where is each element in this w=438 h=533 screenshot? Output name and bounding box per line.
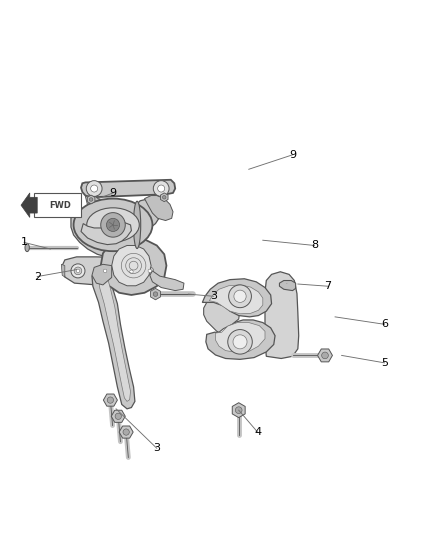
Ellipse shape	[87, 208, 139, 242]
Polygon shape	[111, 410, 125, 422]
Circle shape	[107, 397, 113, 403]
Circle shape	[86, 181, 102, 197]
Polygon shape	[151, 288, 160, 300]
Text: 9: 9	[110, 188, 117, 198]
Circle shape	[229, 285, 251, 308]
Polygon shape	[81, 223, 131, 245]
Polygon shape	[204, 296, 240, 332]
Circle shape	[228, 329, 252, 354]
Polygon shape	[318, 349, 332, 362]
Polygon shape	[71, 213, 115, 257]
Polygon shape	[62, 257, 163, 285]
Ellipse shape	[74, 199, 152, 251]
Circle shape	[321, 352, 328, 359]
Polygon shape	[92, 264, 112, 285]
Text: 3: 3	[153, 443, 160, 453]
Circle shape	[103, 269, 107, 273]
Circle shape	[106, 219, 120, 231]
Circle shape	[91, 185, 98, 192]
Text: 7: 7	[324, 281, 331, 291]
Circle shape	[124, 265, 138, 279]
Text: 9: 9	[289, 150, 296, 160]
Circle shape	[123, 429, 129, 435]
Text: 8: 8	[311, 240, 318, 251]
Text: 2: 2	[34, 272, 41, 281]
Polygon shape	[103, 394, 117, 406]
Text: FWD: FWD	[49, 201, 71, 209]
Polygon shape	[92, 270, 135, 409]
Text: 4: 4	[254, 427, 261, 437]
Circle shape	[158, 185, 165, 192]
Polygon shape	[81, 180, 175, 197]
Circle shape	[89, 198, 93, 201]
Polygon shape	[279, 280, 296, 290]
Circle shape	[148, 269, 152, 273]
Polygon shape	[112, 246, 151, 286]
Text: 3: 3	[210, 291, 217, 301]
Circle shape	[74, 267, 82, 274]
Circle shape	[130, 270, 133, 273]
Polygon shape	[232, 403, 245, 418]
Circle shape	[162, 196, 166, 199]
Circle shape	[98, 264, 112, 278]
Circle shape	[235, 407, 242, 414]
Polygon shape	[265, 272, 299, 359]
Circle shape	[234, 290, 246, 302]
Polygon shape	[160, 193, 168, 201]
Circle shape	[76, 269, 80, 273]
FancyBboxPatch shape	[34, 193, 81, 217]
Polygon shape	[202, 279, 272, 317]
Circle shape	[115, 413, 121, 419]
Polygon shape	[112, 199, 161, 250]
Circle shape	[127, 268, 135, 276]
Circle shape	[143, 264, 157, 278]
Circle shape	[153, 292, 158, 296]
Text: 5: 5	[381, 358, 388, 368]
Circle shape	[101, 213, 125, 237]
Polygon shape	[209, 285, 263, 314]
Ellipse shape	[134, 201, 141, 248]
Ellipse shape	[25, 244, 29, 252]
Circle shape	[101, 267, 109, 274]
Polygon shape	[150, 271, 184, 290]
Text: 1: 1	[21, 237, 28, 247]
Circle shape	[146, 267, 154, 274]
Polygon shape	[145, 196, 173, 221]
Polygon shape	[87, 195, 95, 204]
Polygon shape	[215, 322, 265, 352]
Polygon shape	[61, 264, 65, 277]
Polygon shape	[85, 196, 110, 223]
Circle shape	[153, 181, 169, 197]
Polygon shape	[21, 193, 37, 217]
Polygon shape	[206, 320, 275, 359]
Circle shape	[233, 335, 247, 349]
Polygon shape	[119, 426, 133, 438]
Circle shape	[71, 264, 85, 278]
Text: 6: 6	[381, 319, 388, 329]
Polygon shape	[99, 274, 131, 401]
Polygon shape	[101, 237, 166, 295]
